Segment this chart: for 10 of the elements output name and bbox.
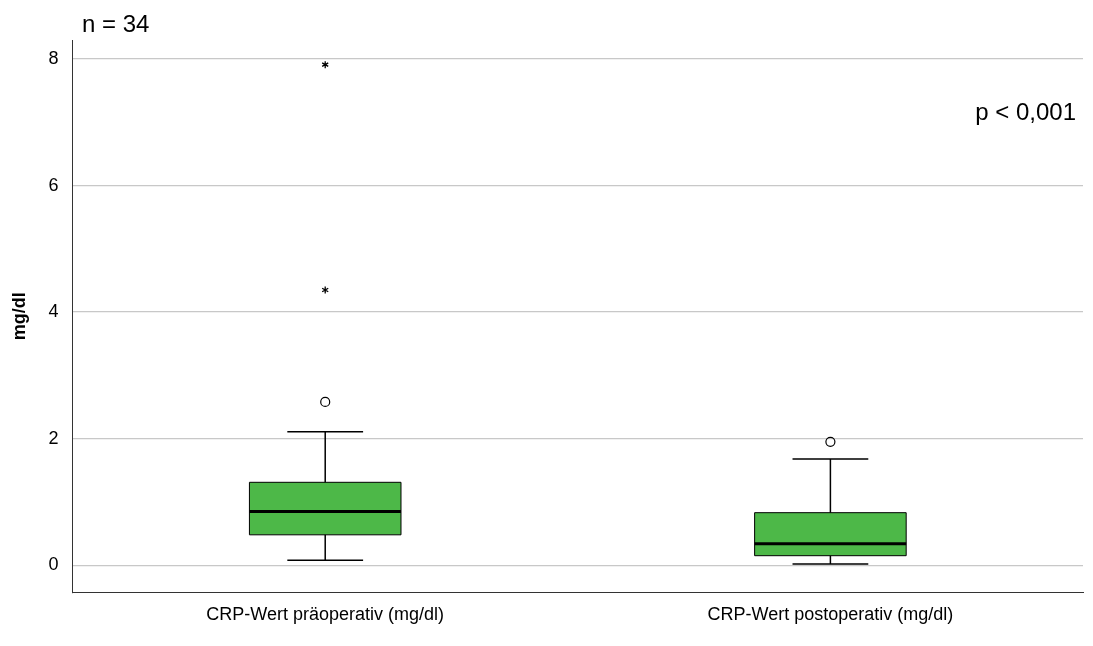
y-tick-label: 6 [48,174,59,195]
y-tick-label: 2 [48,427,59,448]
text: n = 34 [82,10,150,37]
x-tick-label: CRP-Wert postoperativ (mg/dl) [707,604,954,625]
y-tick-label: 4 [48,301,59,322]
y-axis-title: mg/dl [8,292,29,341]
y-tick-label: 8 [48,47,59,68]
annotation: p < 0,001 [975,98,1076,125]
y-tick-label: 0 [48,554,59,575]
x-tick-label: CRP-Wert präoperativ (mg/dl) [206,604,445,625]
